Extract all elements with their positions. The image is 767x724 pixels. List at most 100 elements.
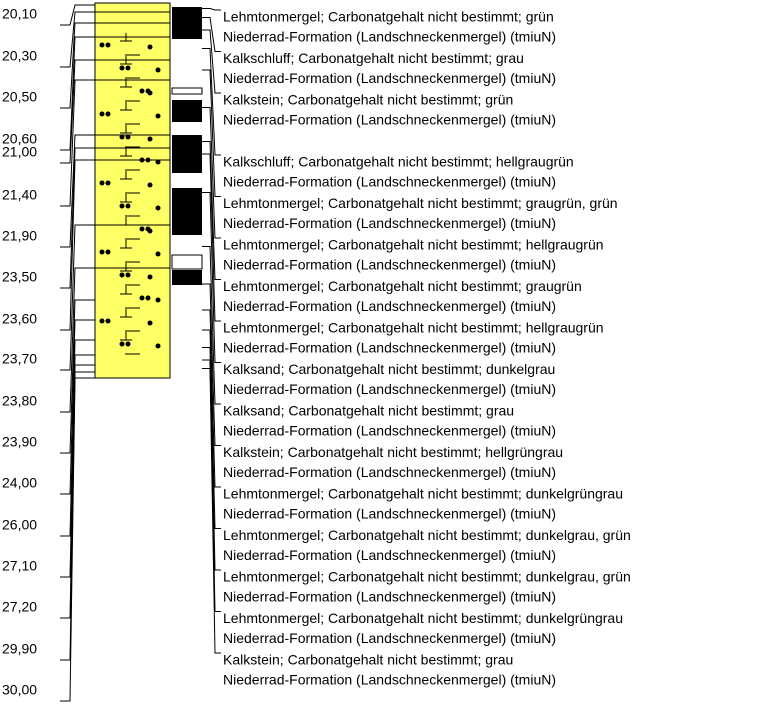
- depth-connector: [60, 299, 95, 454]
- layer-connector: [202, 69, 221, 197]
- dot: [147, 90, 153, 96]
- layer-connector: [202, 17, 221, 52]
- dot: [125, 203, 131, 209]
- layer-connector: [202, 29, 221, 94]
- colour-column: [171, 7, 203, 285]
- lime-mark: [120, 309, 132, 318]
- dot: [147, 136, 153, 142]
- depth-label: 30,00: [2, 682, 37, 698]
- layer-formation: Niederrad-Formation (Landschneckenmergel…: [223, 340, 556, 356]
- layer-connector: [202, 309, 221, 488]
- layer-formation: Niederrad-Formation (Landschneckenmergel…: [223, 506, 556, 522]
- layer-connector: [202, 192, 221, 363]
- layer-lithology: Kalkstein; Carbonatgehalt nicht bestimmt…: [223, 652, 513, 668]
- lithology-column: [94, 2, 171, 379]
- dot: [147, 228, 153, 234]
- dot: [139, 295, 145, 301]
- dot: [105, 180, 111, 186]
- lithology-symbols: [99, 33, 161, 355]
- dot: [155, 67, 161, 73]
- depth-connector: [60, 22, 95, 109]
- dot: [145, 157, 151, 163]
- depth-label: 26,00: [2, 517, 37, 533]
- layer-formation: Niederrad-Formation (Landschneckenmergel…: [223, 464, 556, 480]
- layer-lithology: Kalkschluff; Carbonatgehalt nicht bestim…: [223, 154, 574, 170]
- layer-formation: Niederrad-Formation (Landschneckenmergel…: [223, 112, 556, 128]
- depth-connector: [60, 377, 95, 702]
- depth-label: 27,10: [2, 558, 37, 574]
- lime-mark: [120, 217, 132, 226]
- dot: [119, 203, 125, 209]
- dot: [119, 341, 125, 347]
- depth-connector: [60, 79, 95, 207]
- depth-connector: [60, 364, 95, 619]
- depth-label: 21,90: [2, 228, 37, 244]
- layer-lithology: Lehmtonmergel; Carbonatgehalt nicht best…: [223, 237, 604, 253]
- depth-connector: [60, 11, 95, 68]
- layer-formation: Niederrad-Formation (Landschneckenmergel…: [223, 215, 556, 231]
- dot: [155, 159, 161, 165]
- layer-lithology: Kalksand; Carbonatgehalt nicht bestimmt;…: [223, 361, 555, 377]
- lime-mark: [120, 171, 132, 180]
- depth-connector: [60, 147, 95, 289]
- layer-connector: [202, 329, 221, 529]
- lime-mark: [120, 125, 132, 134]
- depth-connector: [60, 36, 95, 151]
- dot: [139, 157, 145, 163]
- layer-formation: Niederrad-Formation (Landschneckenmergel…: [223, 547, 556, 563]
- layer-formation: Niederrad-Formation (Landschneckenmergel…: [223, 630, 556, 646]
- layer-lithology: Lehmtonmergel; Carbonatgehalt nicht best…: [223, 610, 623, 626]
- dot: [105, 249, 111, 255]
- lime-mark: [120, 79, 132, 88]
- layer-lithology: Lehmtonmergel; Carbonatgehalt nicht best…: [223, 9, 554, 25]
- dot: [119, 134, 125, 140]
- dot: [119, 272, 125, 278]
- dot: [99, 180, 105, 186]
- depth-connector: [60, 339, 95, 537]
- layer-lithology: Kalkstein; Carbonatgehalt nicht bestimmt…: [223, 444, 563, 460]
- dot: [155, 113, 161, 119]
- dot: [155, 205, 161, 211]
- dot: [99, 249, 105, 255]
- dot: [147, 320, 153, 326]
- depth-label: 23,80: [2, 393, 37, 409]
- depth-label: 21,40: [2, 187, 37, 203]
- lime-mark: [120, 194, 132, 203]
- dot: [119, 65, 125, 71]
- layer-connector: [202, 141, 221, 280]
- lime-mark: [120, 263, 132, 272]
- depth-label: 20,60: [2, 131, 37, 147]
- lime-mark: [120, 240, 132, 249]
- depth-label: 21,00: [2, 144, 37, 160]
- depth-connector: [60, 224, 95, 371]
- dot: [125, 272, 131, 278]
- depth-connector: [60, 354, 95, 578]
- depth-connector: [60, 267, 95, 413]
- layer-connector: [202, 8, 221, 11]
- dot: [147, 44, 153, 50]
- dot: [147, 182, 153, 188]
- depth-label: 24,00: [2, 475, 37, 491]
- layer-lithology: Lehmtonmergel; Carbonatgehalt nicht best…: [223, 527, 631, 543]
- layer-formation: Niederrad-Formation (Landschneckenmergel…: [223, 423, 556, 439]
- layer-formation: Niederrad-Formation (Landschneckenmergel…: [223, 672, 556, 688]
- depth-connector: [60, 59, 95, 164]
- dot: [105, 42, 111, 48]
- layer-formation: Niederrad-Formation (Landschneckenmergel…: [223, 257, 556, 273]
- lime-mark: [120, 33, 132, 42]
- dot: [155, 297, 161, 303]
- dot: [145, 295, 151, 301]
- depth-label: 20,50: [2, 89, 37, 105]
- layer-connector: [202, 107, 221, 239]
- lime-mark: [120, 286, 132, 295]
- layer-connector: [202, 368, 221, 654]
- layer-lithology: Lehmtonmergel; Carbonatgehalt nicht best…: [223, 320, 604, 336]
- lime-mark: [120, 102, 132, 111]
- depth-label: 20,10: [2, 6, 37, 22]
- layer-connector: [202, 347, 221, 571]
- layer-lithology: Kalkstein; Carbonatgehalt nicht bestimmt…: [223, 92, 513, 108]
- dot: [125, 341, 131, 347]
- layer-formation: Niederrad-Formation (Landschneckenmergel…: [223, 298, 556, 314]
